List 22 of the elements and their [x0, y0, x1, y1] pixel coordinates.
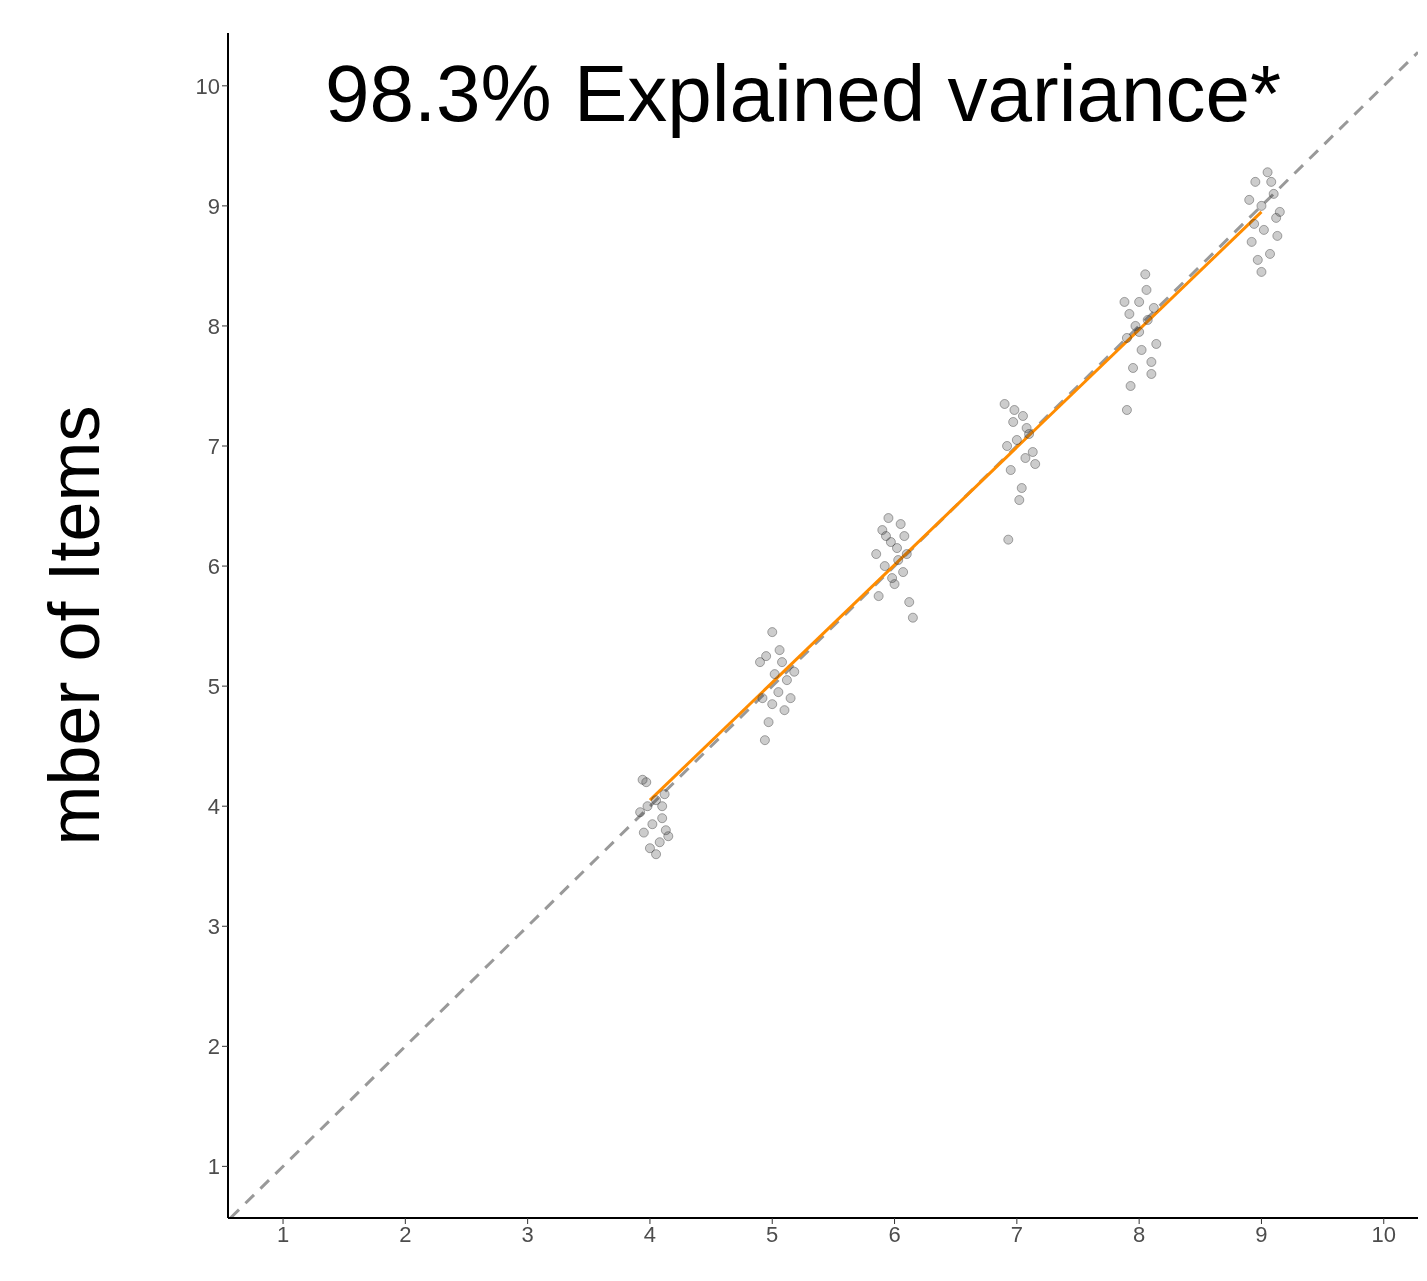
- x-tick-label: 10: [1371, 1221, 1396, 1247]
- y-tick-label: 9: [207, 193, 220, 219]
- x-tick-label: 7: [1010, 1221, 1023, 1247]
- x-tick-label: 6: [888, 1221, 901, 1247]
- y-tick-label: 8: [207, 313, 220, 339]
- y-tick-label: 5: [207, 673, 220, 699]
- x-tick-label: 4: [643, 1221, 657, 1247]
- y-tick-label: 3: [207, 914, 220, 940]
- x-tick-label: 9: [1255, 1221, 1268, 1247]
- y-tick-label: 10: [195, 73, 220, 99]
- x-tick-label: 8: [1133, 1221, 1146, 1247]
- chart-title: 98.3% Explained variance*: [323, 48, 1283, 140]
- x-tick-label: 2: [399, 1221, 412, 1247]
- y-tick-label: 4: [207, 794, 220, 819]
- x-tick-label: 1: [276, 1221, 290, 1247]
- y-tick-label: 2: [207, 1034, 220, 1060]
- y-tick-label: 6: [207, 553, 220, 579]
- y-tick-label: 1: [207, 1154, 220, 1180]
- x-tick-label: 5: [766, 1221, 779, 1247]
- x-tick-label: 3: [521, 1221, 534, 1247]
- y-tick-label: 7: [207, 433, 220, 459]
- y-axis-title: mber of Items: [33, 405, 114, 846]
